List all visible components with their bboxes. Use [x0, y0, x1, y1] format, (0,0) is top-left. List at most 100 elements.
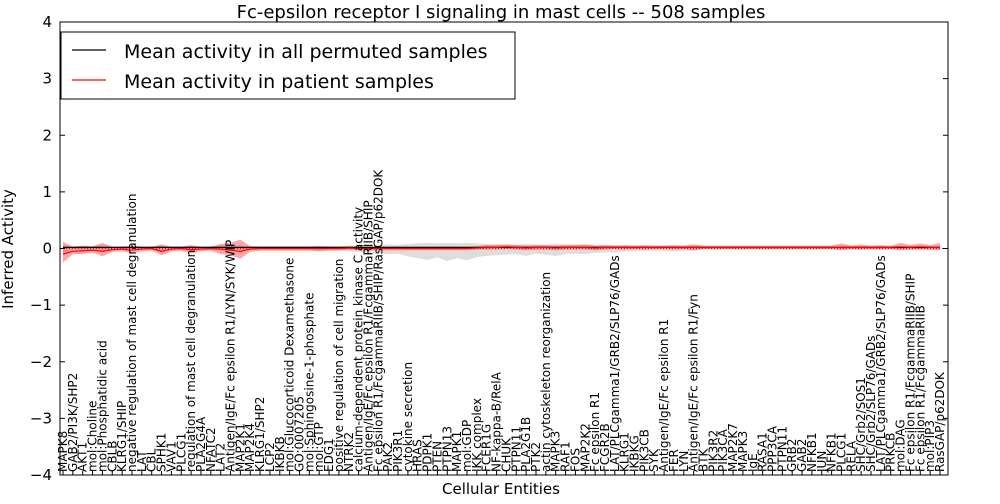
x-tick-label: LAT — [135, 450, 149, 472]
x-tick-label: FCER1G — [480, 424, 494, 472]
x-tick-label: LAT/PLCgamma1/GRB2/SLP76/GADs — [874, 255, 888, 472]
legend-label-permuted: Mean activity in all permuted samples — [124, 41, 487, 63]
x-tick-label: Antigen/IgE/Fc epsilon R1/FcgammaRIIB/SH… — [361, 200, 375, 472]
x-tick-label: AKT1 — [76, 442, 90, 472]
x-tick-label: GRB2 — [785, 438, 799, 472]
x-tick-label: Fc epsilon R1 — [588, 392, 602, 472]
legend: Mean activity in all permuted samples Me… — [60, 31, 516, 100]
x-tick-label: PIK3CA — [716, 428, 730, 472]
x-tick-label: GAB2/PI3K/SHP2 — [66, 373, 80, 472]
x-tick-label: RASA1 — [756, 432, 770, 472]
x-tick-label: KLRG1 — [618, 432, 632, 472]
x-tick-label: mol:Sphingosine-1-phosphate — [302, 293, 316, 473]
x-tick-label: Antigen/IgE/Fc epsilon R1/LYN/SYK/WIP — [224, 240, 238, 472]
x-tick-label: negative regulation of mast cell degranu… — [125, 193, 139, 472]
x-tick-label: PLA2G4A — [194, 416, 208, 472]
x-tick-label: PLCG1 — [174, 433, 188, 472]
x-tick-label: MAPK1 — [450, 431, 464, 472]
x-tick-label: NF-kappa-B/RelA — [490, 371, 504, 472]
y-tick-label: 0 — [42, 240, 52, 258]
x-tick-label: regulation of mast cell degranulation — [184, 250, 198, 472]
x-tick-label: IKBKG — [628, 435, 642, 472]
x-tick-label: PIK3R1 — [391, 430, 405, 472]
x-tick-label: MAPK3 — [549, 431, 563, 472]
x-tick-label: FER — [667, 449, 681, 472]
x-tick-label: IgE — [746, 453, 760, 472]
x-tick-label: Antigen/IgE/Fc epsilon R1 — [657, 319, 671, 472]
x-tick-label: GO:0007205 — [292, 396, 306, 472]
legend-box — [60, 31, 516, 100]
x-tick-label: NFATC2 — [204, 427, 218, 472]
x-tick-label: HRAS — [411, 439, 425, 472]
series-line-patient-samples — [62, 246, 940, 255]
x-tick-label: NFKB1 — [825, 432, 839, 472]
x-tick-label: LAT2 — [214, 443, 228, 472]
x-tick-label: CBLB — [105, 440, 119, 472]
chart-title: Fc-epsilon receptor I signaling in mast … — [237, 2, 766, 23]
x-tick-label: SYK — [647, 448, 661, 472]
x-tick-label: MAP2K7 — [726, 423, 740, 472]
x-tick-label: SHC/Grb2/SLP76/GADs — [864, 336, 878, 472]
x-tick-label: PPP3CA — [765, 425, 779, 472]
y-tick-label: 4 — [42, 13, 52, 31]
x-tick-label: KLRG1/SHIP — [115, 401, 129, 472]
x-tick-label: RAF1 — [559, 441, 573, 472]
x-tick-label: calcium-dependent protein kinase C activ… — [352, 207, 366, 472]
x-tick-label: KLRG1/SHP2 — [253, 397, 267, 472]
x-tick-label: IKK complex — [470, 398, 484, 472]
x-tick-label: RasGAP/p62DOK — [933, 371, 947, 472]
x-tick-label: PTPN11 — [775, 426, 789, 472]
x-tick-label: mol:Phosphatidic acid — [95, 340, 109, 472]
x-tick-label: actin cytoskeleton reorganization — [539, 272, 553, 472]
x-tick-label: RELA — [844, 440, 858, 472]
x-axis-label: Cellular Entities — [442, 480, 560, 498]
x-tick-label: PIK3CB — [637, 429, 651, 472]
x-tick-label: PDPK1 — [421, 433, 435, 472]
x-tick-label: PLA2G1B — [519, 417, 533, 472]
x-tick-label: PTK2 — [529, 442, 543, 472]
x-tick-label: PIK3R2 — [706, 430, 720, 472]
x-tick-label: PRKCB — [884, 433, 898, 472]
x-tick-label: mol:Choline — [86, 401, 100, 472]
x-tick-label: SPHK1 — [155, 433, 169, 472]
x-tick-label: PLCG1 — [834, 433, 848, 472]
legend-label-patient: Mean activity in patient samples — [124, 71, 434, 93]
x-tick-label: PTPN11 — [509, 426, 523, 472]
x-tick-label: MAP2K4 — [243, 423, 257, 472]
x-tick-label: mol:GDP — [460, 420, 474, 472]
x-tick-label: MAP2K2 — [578, 423, 592, 472]
x-tick-label: GAB2 — [795, 439, 809, 472]
y-tick-label: −3 — [30, 409, 52, 427]
x-tick-label: mol:DAG — [894, 419, 908, 472]
y-axis-label: Inferred Activity — [0, 189, 17, 309]
x-tick-label: PTPN13 — [440, 426, 454, 472]
x-tick-label: EDG1 — [322, 438, 336, 472]
x-tick-label: FCGR2B — [598, 423, 612, 472]
x-tick-label: FOS — [568, 448, 582, 472]
x-tick-label: positive regulation of cell migration — [332, 259, 346, 472]
x-tick-label: BTK — [697, 447, 711, 472]
y-tick-label: 1 — [42, 183, 52, 201]
x-tick-label: VAV1 — [164, 441, 178, 472]
x-tick-label: PTEN — [430, 441, 444, 472]
x-tick-label: MAPK3 — [736, 431, 750, 472]
x-tick-label: LCP2 — [263, 442, 277, 472]
x-tick-label: CHUK — [499, 437, 513, 472]
y-tick-label: −1 — [30, 296, 52, 314]
x-tick-label: NFKB1 — [805, 432, 819, 472]
x-tick-label: mol:Glucocorticoid Dexamethasone — [283, 258, 297, 472]
x-tick-label: JUN — [815, 451, 829, 473]
x-tick-label: NTRK2 — [342, 432, 356, 472]
x-tick-label: IKBKB — [273, 436, 287, 472]
x-tick-label: MAPK8 — [56, 431, 70, 472]
x-tick-label: Fc epsilon R1/FcgammaRIIB/SHIP — [903, 274, 917, 472]
x-tick-label: MAP2K1 — [233, 423, 247, 472]
x-tick-label: LAT/PLCgamma1/GRB2/SLP76/GADs — [608, 255, 622, 472]
x-tick-label: mol:GTP — [312, 422, 326, 472]
x-tick-label: cytokine secretion — [401, 362, 415, 472]
x-tick-label: Fc epsilon R1/FcgammaRIIB/SHIP/RasGAP/p6… — [371, 169, 385, 472]
x-tick-label: Fc epsilon R1/FcgammaRIIB — [913, 305, 927, 472]
x-tick-label: Antigen/IgE/Fc epsilon R1/Fyn — [687, 294, 701, 472]
